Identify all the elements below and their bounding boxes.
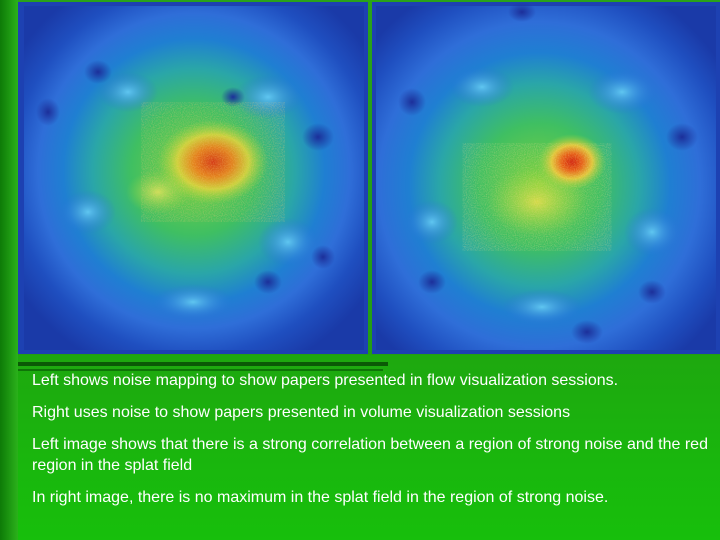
caption-line: Left shows noise mapping to show papers …: [32, 372, 619, 389]
caption-line: Left image shows that there is a strong …: [32, 436, 708, 474]
slide-divider: [18, 362, 388, 366]
caption-line: In right image, there is no maximum in t…: [32, 489, 609, 506]
slide-divider-shadow: [18, 369, 383, 371]
splat-field-heatmap-icon: [372, 2, 720, 354]
caption-block: Left shows noise mapping to show papers …: [32, 370, 712, 519]
right-splat-image: [372, 2, 720, 354]
splat-field-heatmap-icon: [18, 2, 368, 354]
slide-left-stripe: [0, 0, 18, 540]
slide-background-bottom: [0, 355, 720, 540]
caption-line: Right uses noise to show papers presente…: [32, 404, 571, 421]
left-splat-image: [18, 2, 368, 354]
